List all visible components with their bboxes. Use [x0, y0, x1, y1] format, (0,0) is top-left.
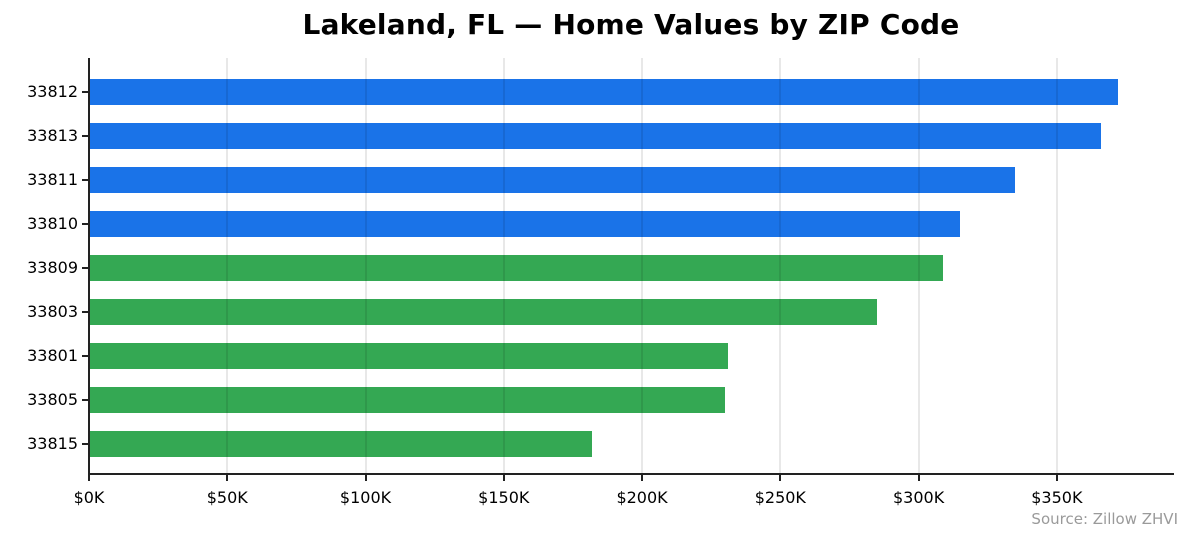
x-axis-tick [917, 475, 920, 481]
bar-33812 [89, 79, 1118, 105]
bar-33810 [89, 211, 961, 237]
x-axis-tick-label: $0K [73, 488, 105, 507]
x-axis-tick [502, 475, 505, 481]
y-axis-label-33809: 33809 [27, 258, 78, 277]
x-axis-tick [226, 475, 229, 481]
y-axis-label-33801: 33801 [27, 346, 78, 365]
x-axis-tick [779, 475, 782, 481]
y-axis-tick [82, 179, 88, 181]
y-axis-label-33803: 33803 [27, 302, 78, 321]
bar-33801 [89, 343, 728, 369]
x-axis-tick [1055, 475, 1058, 481]
x-axis-tick-label: $250K [754, 488, 806, 507]
y-axis-tick [82, 355, 88, 357]
bar-33811 [89, 167, 1016, 193]
label-layer: $0K $50K $100K $150K $200K $250K $300K $350K 338… [27, 58, 1173, 507]
y-axis-tick [82, 443, 88, 445]
chart-title: Lakeland, FL — Home Values by ZIP Code [302, 8, 960, 41]
source-note: Source: Zillow ZHVI [1031, 510, 1178, 528]
y-axis-tick [82, 223, 88, 225]
bar-33813 [89, 123, 1102, 149]
x-axis-line [88, 473, 1174, 475]
plot-area: $0K $50K $100K $150K $200K $250K $300K $350K 338… [27, 58, 1174, 507]
x-axis-tick [364, 475, 367, 481]
x-axis-tick-label: $200K [616, 488, 668, 507]
y-axis-line [88, 58, 90, 477]
y-axis-label-33815: 33815 [27, 434, 78, 453]
bar-33815 [89, 431, 593, 457]
bar-33809 [89, 255, 944, 281]
y-axis-label-33811: 33811 [27, 170, 78, 189]
y-axis-label-33805: 33805 [27, 390, 78, 409]
y-axis-label-33810: 33810 [27, 214, 78, 233]
y-axis-tick [82, 399, 88, 401]
tick-layer [82, 58, 1173, 481]
x-axis-tick-label: $100K [339, 488, 392, 507]
x-axis-tick [641, 475, 644, 481]
y-axis-tick [82, 135, 88, 137]
x-axis-tick [88, 475, 90, 481]
x-axis-tick-label: $300K [892, 488, 945, 507]
y-axis-tick [82, 267, 88, 269]
bars-layer [89, 58, 1173, 475]
y-axis-label-33813: 33813 [27, 126, 78, 145]
bar-33805 [89, 387, 726, 413]
y-axis-tick [82, 311, 88, 313]
y-axis-tick [82, 91, 88, 93]
x-axis-tick-label: $50K [206, 488, 248, 507]
x-axis-tick-label: $350K [1031, 488, 1083, 507]
x-axis-tick-label: $150K [478, 488, 530, 507]
y-axis-label-33812: 33812 [27, 82, 78, 101]
bar-33803 [89, 299, 878, 325]
